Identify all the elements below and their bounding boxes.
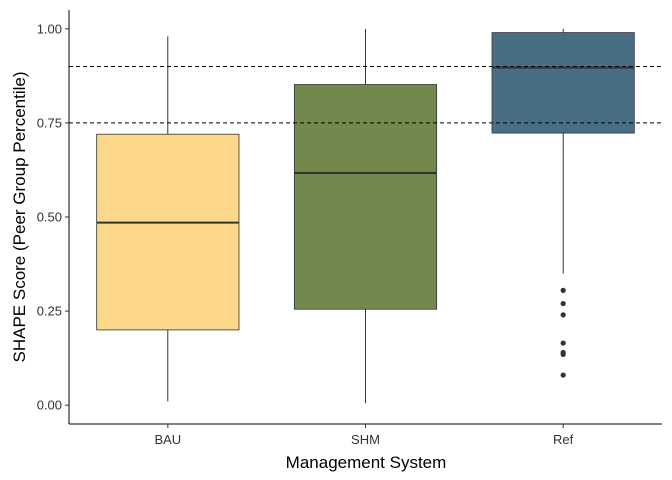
box-body [491,32,635,134]
y-tick-label: 0.50 [37,210,62,225]
outlier-point [560,287,566,293]
plot-area [69,28,662,404]
y-axis-title: SHAPE Score (Peer Group Percentile) [10,71,29,362]
outlier-point [560,340,566,346]
x-axis-ticks: BAU SHM Ref [154,424,574,447]
box-body [293,84,438,310]
y-tick-label: 0.00 [37,398,62,413]
outlier-point [560,351,566,357]
box-bau [96,36,240,402]
x-axis-title: Management System [286,453,447,472]
box-ref [491,28,635,378]
outlier-point [560,372,566,378]
y-axis-ticks: 0.00 0.25 0.50 0.75 1.00 [37,21,69,413]
box-body [96,133,240,331]
y-tick-label: 1.00 [37,21,62,36]
y-tick-label: 0.25 [37,304,62,319]
x-tick-label: SHM [351,432,380,447]
outlier-point [560,300,566,307]
y-tick-label: 0.75 [37,115,62,130]
box-shm [293,28,438,404]
outlier-point [560,312,566,318]
x-tick-label: BAU [154,432,181,447]
x-tick-label: Ref [553,432,574,447]
